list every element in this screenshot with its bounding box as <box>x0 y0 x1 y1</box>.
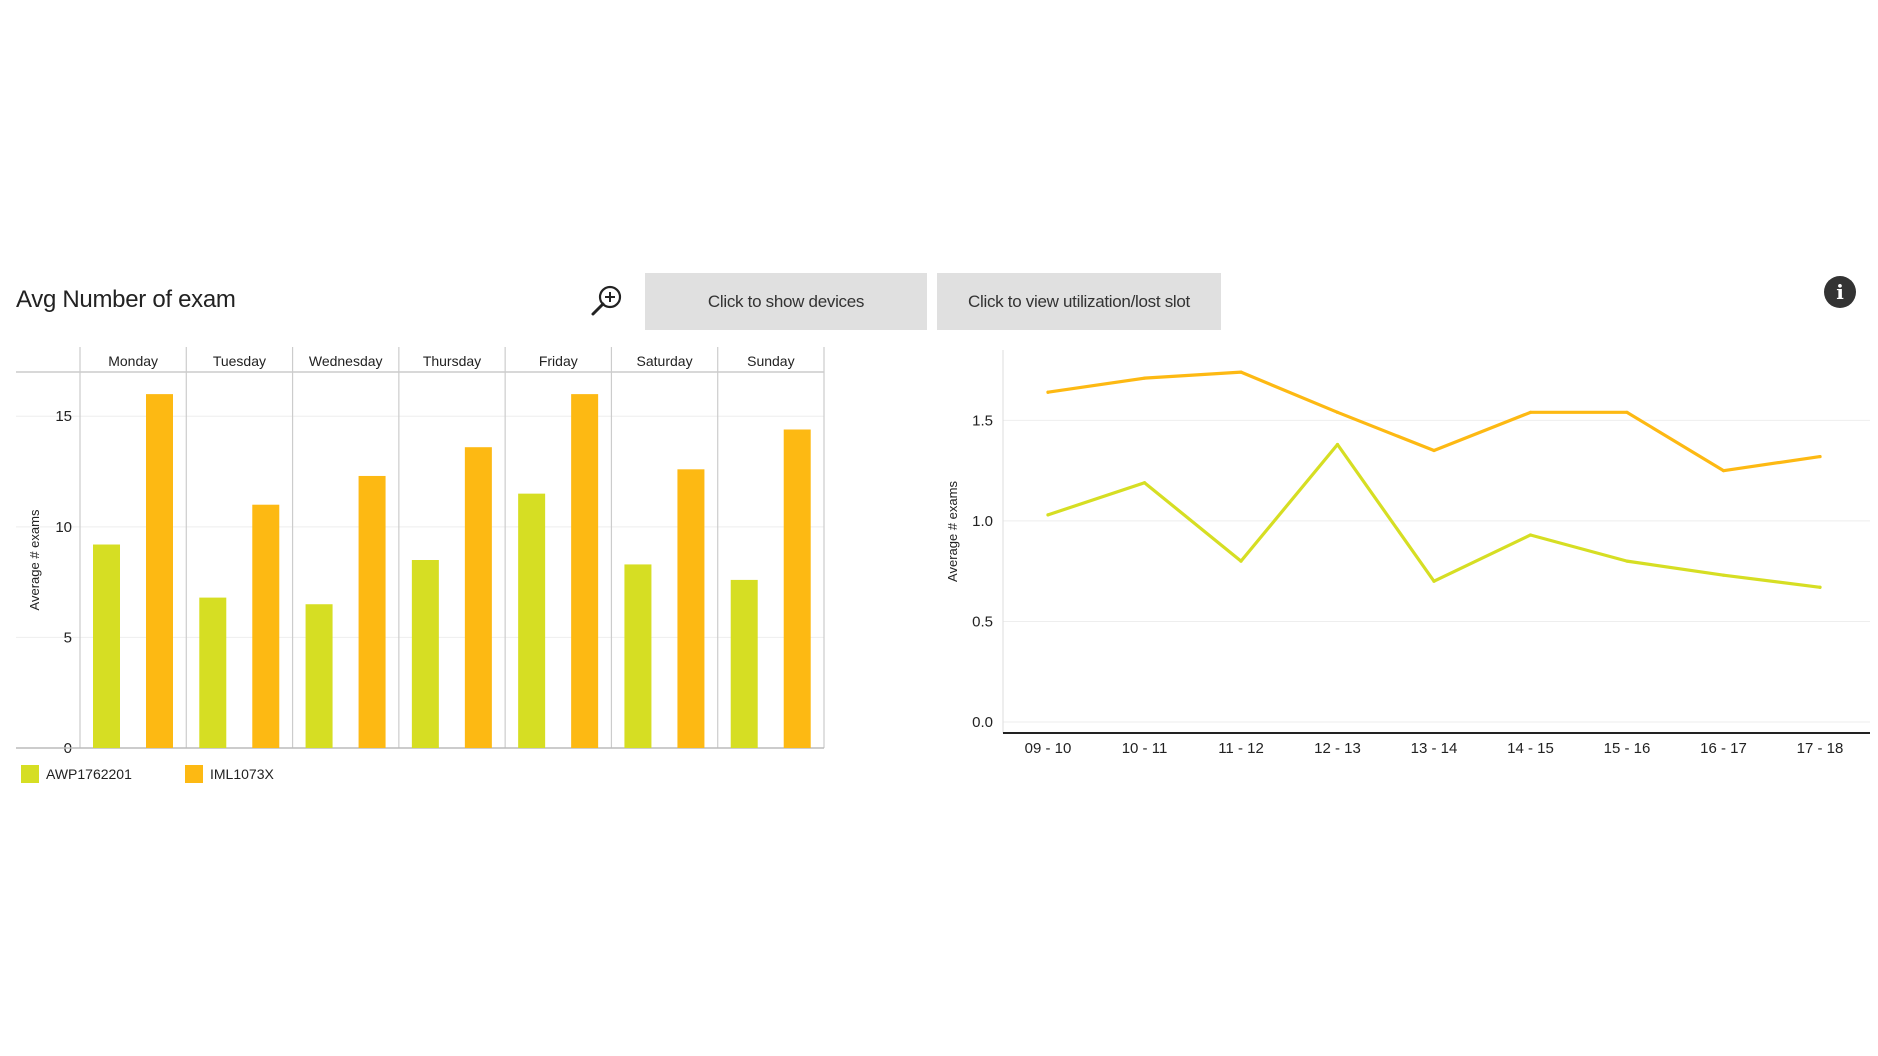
data-point <box>1142 481 1147 485</box>
bar-awp1762201 <box>199 597 227 748</box>
bar-awp1762201 <box>518 493 546 748</box>
bar-iml1073x <box>252 504 280 748</box>
data-point <box>1528 533 1533 537</box>
page-title: Avg Number of exam <box>16 286 236 313</box>
series-line-2 <box>1046 370 1822 473</box>
data-point <box>1528 410 1533 414</box>
bar-awp1762201 <box>93 544 120 748</box>
x-tick-label: 12 - 13 <box>1314 740 1361 757</box>
bar-iml1073x <box>677 469 705 748</box>
data-point <box>1239 370 1243 374</box>
y-tick-label: 1.0 <box>972 513 993 530</box>
x-tick-label: 09 - 10 <box>1025 740 1072 757</box>
x-tick-label: 13 - 14 <box>1411 740 1458 757</box>
y-tick-label: 1.5 <box>972 412 993 429</box>
bar-awp1762201 <box>411 560 439 748</box>
y-axis-label: Average # exams <box>945 481 960 582</box>
category-label: Saturday <box>637 353 693 369</box>
bar-awp1762201 <box>624 564 652 748</box>
y-tick-label: 10 <box>55 519 72 536</box>
bar-iml1073x <box>783 429 811 748</box>
x-tick-label: 15 - 16 <box>1604 740 1651 757</box>
category-label: Friday <box>539 353 578 369</box>
zoom-in-icon[interactable] <box>590 283 624 317</box>
category-label: Sunday <box>747 353 794 369</box>
data-point <box>1818 454 1822 459</box>
data-point <box>1625 559 1629 563</box>
data-point <box>1142 376 1147 380</box>
y-tick-label: 0.0 <box>972 714 993 731</box>
y-tick-label: 15 <box>55 408 72 425</box>
x-tick-label: 17 - 18 <box>1797 740 1844 757</box>
data-point <box>1818 585 1822 589</box>
data-point <box>1046 390 1050 394</box>
legend-swatch <box>21 765 39 783</box>
data-point <box>1239 559 1243 563</box>
x-tick-label: 11 - 12 <box>1218 740 1264 757</box>
legend-label: IML1073X <box>210 766 274 782</box>
bar-iml1073x <box>571 394 599 748</box>
x-tick-label: 14 - 15 <box>1507 740 1554 757</box>
category-label: Wednesday <box>309 353 383 369</box>
category-label: Thursday <box>423 353 481 369</box>
view-utilization-button[interactable]: Click to view utilization/lost slot <box>937 273 1221 330</box>
data-point <box>1721 469 1726 473</box>
data-point <box>1432 579 1436 583</box>
x-tick-label: 16 - 17 <box>1700 740 1747 757</box>
bar-awp1762201 <box>730 579 758 748</box>
y-axis-label: Average # exams <box>27 509 42 610</box>
data-point <box>1335 410 1340 414</box>
info-icon[interactable]: i <box>1824 276 1856 308</box>
data-point <box>1335 442 1340 447</box>
show-devices-button[interactable]: Click to show devices <box>645 273 927 330</box>
bar-awp1762201 <box>305 604 333 748</box>
data-point <box>1625 410 1629 414</box>
x-tick-label: 10 - 11 <box>1122 740 1168 757</box>
bar-iml1073x <box>358 475 386 748</box>
data-point <box>1046 513 1050 517</box>
bar-iml1073x <box>146 394 173 748</box>
category-label: Monday <box>108 353 158 369</box>
legend-swatch <box>185 765 203 783</box>
y-tick-label: 5 <box>64 629 72 646</box>
series-line-1 <box>1046 442 1822 589</box>
y-tick-label: 0.5 <box>972 613 993 630</box>
data-point <box>1721 573 1726 577</box>
bar-iml1073x <box>464 447 492 748</box>
data-point <box>1432 448 1436 453</box>
category-label: Tuesday <box>213 353 266 369</box>
legend-label: AWP1762201 <box>46 766 132 782</box>
